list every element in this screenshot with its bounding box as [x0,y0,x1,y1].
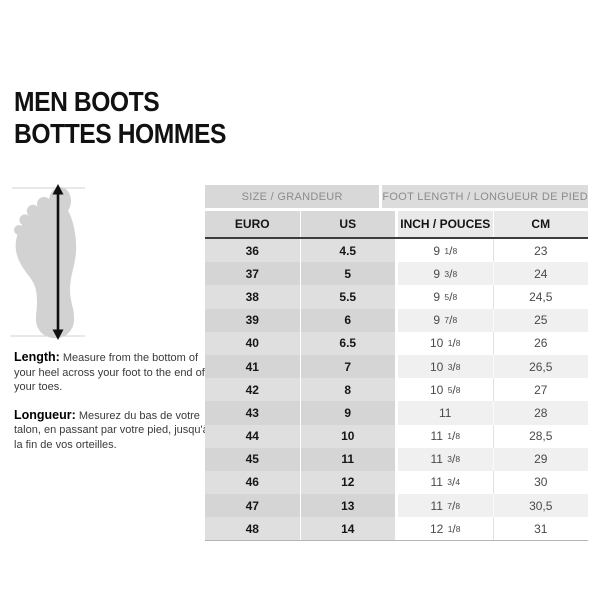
cell-us: 13 [300,494,395,518]
cell-inch: 11 [398,401,493,425]
cell-cm: 28,5 [492,424,588,448]
group-header-size: SIZE / GRANDEUR [205,185,380,208]
cell-inch: 10 3/8 [398,354,493,379]
cell-euro: 37 [205,262,300,286]
table-row: 38 5.5 9 5/8 24,5 [205,285,588,309]
cell-euro: 47 [205,494,300,518]
table-row: 47 13 11 7/8 30,5 [205,494,588,518]
cell-inch: 12 1/8 [398,517,493,541]
cell-euro: 38 [205,285,300,309]
cell-cm: 30,5 [492,494,588,518]
cell-us: 7 [300,354,395,379]
cell-us: 11 [300,447,395,471]
table-rows: 36 4.5 9 1/8 23 37 5 9 3/8 24 38 5.5 9 5… [205,239,588,542]
table-row: 48 14 12 1/8 31 [205,517,588,541]
cell-euro: 41 [205,354,300,379]
cell-us: 6 [300,308,395,332]
cell-cm: 25 [492,308,588,332]
longueur-text: Mesurez du bas de votre talon, en passan… [14,409,209,451]
page-title: MEN BOOTS BOTTES HOMMES [14,86,226,150]
column-header-euro: EURO [205,211,300,237]
cell-inch: 11 3/8 [398,447,493,471]
cell-us: 4.5 [300,239,395,263]
group-header-row: SIZE / GRANDEUR FOOT LENGTH / LONGUEUR D… [205,185,588,208]
cell-euro: 39 [205,308,300,332]
cell-cm: 30 [492,470,588,495]
table-row: 41 7 10 3/8 26,5 [205,354,588,379]
column-header-cm: CM [492,211,588,237]
cell-inch: 11 1/8 [398,424,493,448]
cell-euro: 40 [205,331,300,355]
cell-euro: 36 [205,239,300,263]
table-row: 39 6 9 7/8 25 [205,308,588,332]
group-header-foot-length: FOOT LENGTH / LONGUEUR DE PIED [382,185,588,208]
cell-inch: 9 1/8 [398,239,493,263]
cell-us: 5.5 [300,285,395,309]
table-row: 44 10 11 1/8 28,5 [205,424,588,448]
cell-us: 9 [300,401,395,425]
cell-cm: 24,5 [492,285,588,309]
cell-us: 5 [300,262,395,286]
column-header-row: EURO US INCH / POUCES CM [205,211,588,239]
cell-cm: 24 [492,262,588,286]
page-title-line2: BOTTES HOMMES [14,118,226,149]
length-instruction: Length: Measure from the bottom of your … [14,350,210,395]
cell-euro: 48 [205,517,300,541]
column-header-us: US [300,211,395,237]
measuring-instructions: Length: Measure from the bottom of your … [14,350,210,465]
table-row: 37 5 9 3/8 24 [205,262,588,286]
cell-inch: 9 3/8 [398,262,493,286]
length-label: Length: [14,350,60,364]
column-header-inch: INCH / POUCES [398,211,493,237]
cell-euro: 45 [205,447,300,471]
foot-sole-silhouette [14,187,77,339]
cell-cm: 26,5 [492,354,588,379]
cell-cm: 27 [492,378,588,402]
table-row: 45 11 11 3/8 29 [205,447,588,471]
cell-cm: 26 [492,331,588,355]
table-row: 42 8 10 5/8 27 [205,378,588,402]
cell-us: 10 [300,424,395,448]
cell-euro: 42 [205,378,300,402]
cell-cm: 31 [492,517,588,541]
cell-euro: 43 [205,401,300,425]
table-row: 46 12 11 3/4 30 [205,470,588,495]
cell-inch: 11 7/8 [398,494,493,518]
size-table: SIZE / GRANDEUR FOOT LENGTH / LONGUEUR D… [205,185,588,542]
longueur-instruction: Longueur: Mesurez du bas de votre talon,… [14,408,210,453]
table-row: 43 9 11 28 [205,401,588,425]
cell-us: 6.5 [300,331,395,355]
length-text: Measure from the bottom of your heel acr… [14,352,205,393]
foot-measure-diagram [10,184,85,340]
cell-cm: 28 [492,401,588,425]
cell-cm: 29 [492,447,588,471]
cell-inch: 10 5/8 [398,378,493,402]
cell-us: 12 [300,470,395,495]
cell-inch: 11 3/4 [398,470,493,495]
cell-inch: 10 1/8 [398,331,493,355]
cell-euro: 44 [205,424,300,448]
cell-inch: 9 5/8 [398,285,493,309]
cell-us: 14 [300,517,395,541]
table-row: 36 4.5 9 1/8 23 [205,239,588,263]
table-row: 40 6.5 10 1/8 26 [205,331,588,355]
longueur-label: Longueur: [14,407,76,422]
vertical-measure-arrow [52,184,64,340]
cell-cm: 23 [492,239,588,263]
cell-us: 8 [300,378,395,402]
cell-euro: 46 [205,470,300,495]
cell-inch: 9 7/8 [398,308,493,332]
page-title-line1: MEN BOOTS [14,86,160,117]
